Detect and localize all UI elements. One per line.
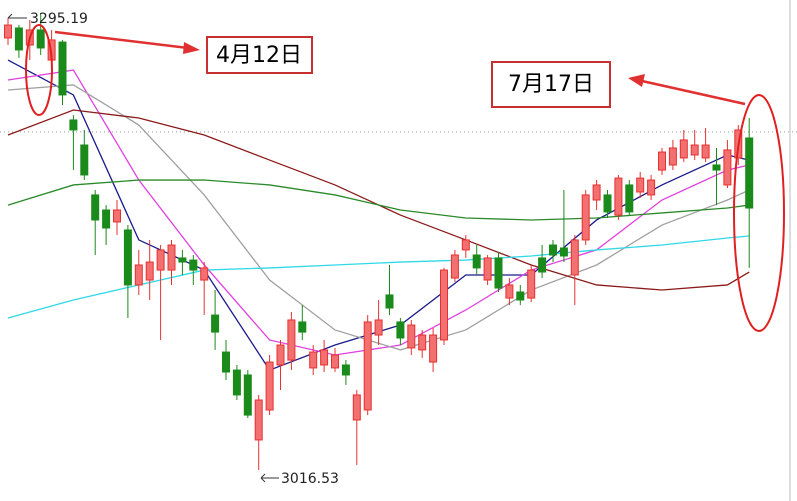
candle-body: [581, 194, 590, 241]
candle-body: [14, 27, 23, 51]
candle-body: [723, 149, 732, 186]
pointer: [7, 13, 13, 19]
candle-body: [461, 239, 470, 251]
candle-body: [538, 257, 547, 273]
candle-body: [440, 269, 448, 341]
pointer: [260, 477, 266, 483]
candle-body: [636, 177, 645, 193]
candle-body: [254, 399, 263, 441]
candle-body: [527, 269, 536, 299]
candle-body: [320, 349, 329, 366]
high-label: 3295.19: [30, 11, 88, 27]
candle-body: [690, 144, 699, 156]
candle-body: [712, 164, 721, 171]
candle-body: [483, 257, 492, 281]
candle-body: [516, 291, 525, 301]
candle-body: [265, 361, 274, 411]
annotation-box: [491, 61, 611, 108]
candle-body: [549, 244, 557, 256]
candle-body: [243, 374, 252, 416]
candle-body: [396, 321, 405, 339]
candle-body: [36, 29, 45, 49]
candle-body: [113, 209, 121, 223]
candle-body: [178, 257, 187, 263]
candle-body: [276, 344, 285, 366]
candle-body: [134, 264, 143, 286]
candle-body: [189, 259, 198, 271]
candle-body: [494, 257, 503, 289]
candle-body: [167, 244, 176, 271]
candle-body: [80, 144, 89, 176]
candle-body: [505, 284, 514, 299]
candle-body: [559, 247, 568, 257]
candle-body: [418, 334, 427, 351]
candle-body: [625, 184, 634, 213]
candle-body: [385, 294, 394, 309]
candle-body: [341, 364, 350, 376]
candle-body: [570, 239, 579, 276]
candle-body: [4, 24, 12, 39]
annotation: 7月17日: [508, 72, 594, 97]
candle-body: [102, 209, 111, 229]
candle-body: [145, 261, 154, 281]
low-label: 3016.53: [281, 471, 339, 487]
candle-body: [603, 194, 612, 213]
candle-body: [429, 334, 438, 363]
candle-body: [472, 254, 481, 269]
annotation-box: [206, 36, 313, 74]
candle-body: [69, 119, 78, 131]
candle-body: [123, 229, 132, 286]
candle-body: [156, 249, 165, 271]
candle-body: [374, 319, 383, 336]
annotation: 4月12日: [216, 43, 302, 68]
candle-body: [222, 351, 230, 373]
candle-body: [298, 321, 307, 333]
candle-body: [91, 194, 100, 221]
candle-body: [331, 354, 339, 369]
candle-body: [450, 254, 459, 279]
arrow: [54, 30, 189, 50]
candle-body: [668, 147, 677, 166]
candle-body: [363, 321, 372, 411]
candle-body: [287, 319, 296, 361]
candle-body: [592, 184, 601, 201]
pointer: [260, 473, 266, 479]
candle-body: [407, 324, 416, 349]
annotation-layer: 4月12日 7月17日 3295.19 3016.53: [7, 11, 785, 487]
candle-body: [211, 314, 220, 333]
highlight-ellipse: [733, 94, 785, 332]
candle-body: [658, 151, 666, 171]
candle-body: [232, 369, 241, 396]
candle-body: [614, 177, 623, 216]
moving-average-line: [7, 84, 750, 351]
candle-body: [309, 351, 318, 369]
arrow-head: [628, 74, 645, 87]
candle-body: [647, 179, 656, 196]
arrow: [641, 79, 746, 106]
candle-body: [679, 139, 688, 159]
candle-body: [701, 144, 710, 159]
candle-body: [352, 394, 361, 421]
highlight-ellipse: [25, 24, 53, 116]
arrow-head: [183, 42, 200, 54]
moving-average-line: [7, 109, 750, 291]
candle-body: [745, 137, 754, 209]
moving-average-line: [7, 179, 750, 221]
candle-body: [200, 267, 209, 281]
candle-body: [58, 41, 67, 96]
